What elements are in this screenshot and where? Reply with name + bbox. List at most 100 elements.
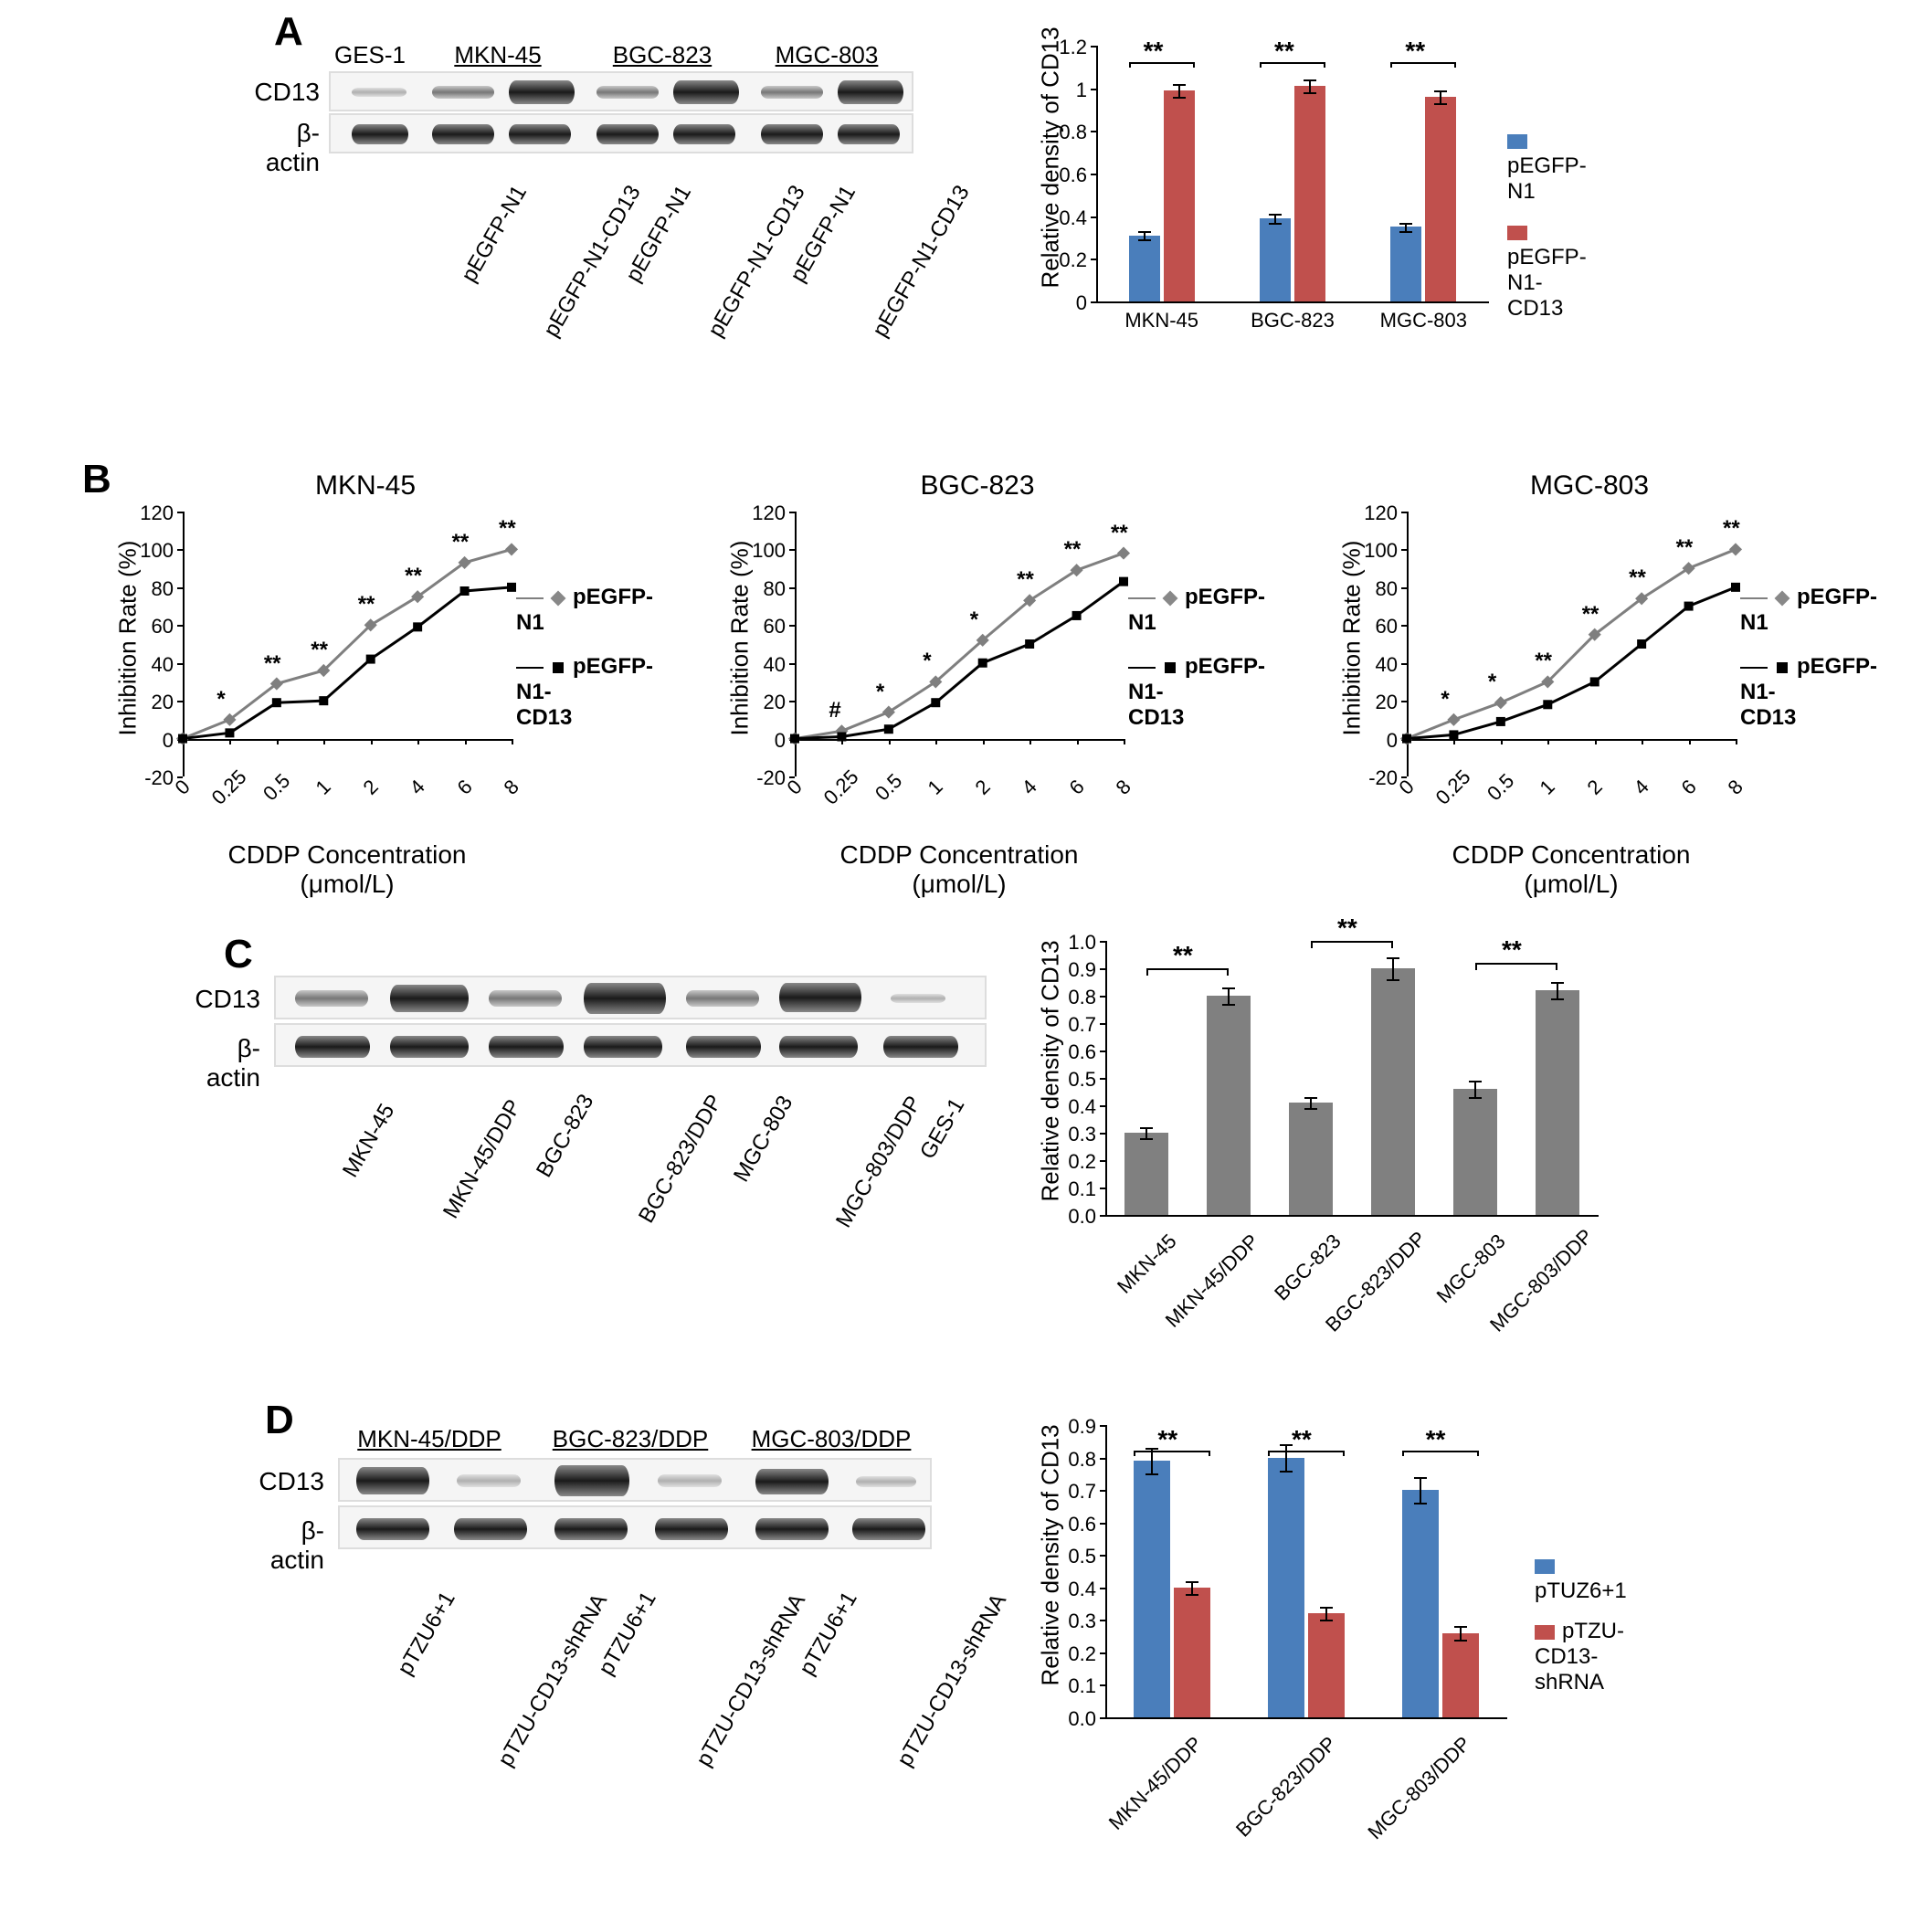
el xyxy=(1440,90,1441,103)
significance-marker: ** xyxy=(1582,602,1599,628)
el xyxy=(1469,1097,1482,1099)
el xyxy=(1414,1503,1427,1504)
el xyxy=(1280,1444,1293,1446)
el xyxy=(1186,1581,1198,1583)
lane-head: BGC-823/DDP xyxy=(539,1425,722,1453)
panel-c-blot: CD13 β-actin MKN-45 MKN-45/DDP BGC-823 B… xyxy=(137,959,959,1306)
y-tick-label: 1 xyxy=(1050,79,1087,102)
bar xyxy=(1164,90,1195,301)
el xyxy=(1320,1620,1333,1621)
legend-label: pEGFP-N1 xyxy=(1128,585,1265,635)
y-tick-label: 0.4 xyxy=(1060,1095,1096,1119)
legend-label: pEGFP-N1 xyxy=(1507,153,1587,204)
axis-line xyxy=(1100,1050,1105,1052)
legend-swatch-red xyxy=(1507,226,1527,240)
legend-swatch-red xyxy=(1535,1625,1555,1640)
el xyxy=(1551,982,1564,984)
bar xyxy=(1124,1133,1168,1215)
axis-line xyxy=(1100,996,1105,998)
axis-line xyxy=(1096,301,1489,303)
y-tick-label: 0.7 xyxy=(1060,1480,1096,1504)
lane-label: MGC-803/DDP xyxy=(831,1092,927,1232)
x-tick-label: MKN-45 xyxy=(1096,309,1227,333)
blot-row-actin xyxy=(274,1023,987,1067)
x-tick-label: MGC-803 xyxy=(1358,309,1489,333)
significance-marker: ** xyxy=(1064,537,1082,563)
el xyxy=(1173,97,1186,99)
axis-line xyxy=(1100,1620,1105,1621)
sig-bracket xyxy=(1390,62,1456,68)
blot-row-cd13 xyxy=(338,1458,932,1502)
legend-label: pEGFP-N1-CD13 xyxy=(516,654,653,730)
significance-marker: ** xyxy=(405,564,422,589)
y-tick-label: 0.0 xyxy=(1060,1205,1096,1229)
significance-marker: * xyxy=(923,649,931,674)
el xyxy=(1145,1448,1158,1450)
axis-line xyxy=(1100,941,1105,943)
el xyxy=(1222,987,1235,989)
y-tick-label: 0 xyxy=(1050,291,1087,315)
bar xyxy=(1260,218,1291,301)
axis-line xyxy=(1091,46,1096,48)
y-tick-label: 0.6 xyxy=(1060,1513,1096,1536)
axis-line xyxy=(1100,1215,1105,1217)
sig-bracket xyxy=(1260,62,1325,68)
axis-line xyxy=(1100,1523,1105,1525)
panel-a-blot: GES-1 MKN-45 BGC-823 MGC-803 CD13 β-acti… xyxy=(137,27,923,411)
y-tick-label: 0.1 xyxy=(1060,1177,1096,1201)
panel-b-chart-1: MKN-45 -20020406080100120Inhibition Rate… xyxy=(100,475,667,877)
axis-line xyxy=(1100,968,1105,970)
significance-marker: ** xyxy=(1502,935,1522,965)
axis-line xyxy=(1100,1078,1105,1080)
legend: pEGFP-N1 pEGFP-N1-CD13 xyxy=(1128,585,1279,731)
panel-c-bar-chart: Relative density of CD13 0.00.10.20.30.4… xyxy=(1041,923,1626,1379)
bar xyxy=(1402,1490,1439,1717)
axis-line xyxy=(1100,1188,1105,1189)
el xyxy=(1469,1081,1482,1082)
bar xyxy=(1129,236,1160,301)
significance-marker: ** xyxy=(1535,649,1552,674)
legend: pTUZ6+1 pTZU-CD13-shRNA xyxy=(1535,1553,1627,1695)
el xyxy=(1399,223,1412,225)
axis-line xyxy=(1096,46,1098,301)
el xyxy=(1140,1138,1153,1140)
legend-label: pEGFP-N1-CD13 xyxy=(1740,654,1877,730)
bar xyxy=(1536,990,1579,1215)
y-tick-label: 0.9 xyxy=(1060,1415,1096,1439)
y-tick-label: 0.2 xyxy=(1060,1642,1096,1666)
el xyxy=(1454,1626,1467,1628)
y-tick-label: 0.2 xyxy=(1050,248,1087,272)
sig-bracket xyxy=(1402,1451,1479,1456)
el xyxy=(1434,103,1447,105)
el xyxy=(1138,239,1151,241)
lane-label: MKN-45/DDP xyxy=(438,1095,527,1223)
el xyxy=(1460,1626,1462,1639)
bar xyxy=(1442,1633,1479,1717)
el xyxy=(1304,92,1316,94)
el xyxy=(1178,84,1180,97)
lane-head: MGC-803 xyxy=(749,41,904,69)
legend-label: pTUZ6+1 xyxy=(1535,1578,1627,1603)
row-label: β-actin xyxy=(187,1034,260,1093)
legend-label: pEGFP-N1 xyxy=(516,585,653,635)
significance-marker: ** xyxy=(499,516,516,542)
sig-bracket xyxy=(1129,62,1195,68)
lane-label: pEGFP-N1 xyxy=(457,181,533,287)
panel-b-chart-2: BGC-823 -20020406080100120Inhibition Rat… xyxy=(713,475,1279,877)
legend-label: pEGFP-N1-CD13 xyxy=(1128,654,1265,730)
lane-label: pTZU6+1 xyxy=(393,1588,461,1680)
y-tick-label: 0.5 xyxy=(1060,1068,1096,1092)
axis-line xyxy=(1100,1684,1105,1686)
el xyxy=(1399,231,1412,233)
axis-line xyxy=(1091,259,1096,260)
significance-marker: * xyxy=(216,687,225,713)
axis-line xyxy=(1100,1588,1105,1589)
axis-line xyxy=(1100,1490,1105,1492)
el xyxy=(1557,982,1558,998)
axis-line xyxy=(1100,1458,1105,1460)
legend: pEGFP-N1 pEGFP-N1-CD13 xyxy=(1740,585,1891,731)
el xyxy=(1228,987,1230,1004)
y-tick-label: 0.7 xyxy=(1060,1013,1096,1037)
lane-head: GES-1 xyxy=(333,41,406,69)
y-tick-label: 0.1 xyxy=(1060,1674,1096,1698)
